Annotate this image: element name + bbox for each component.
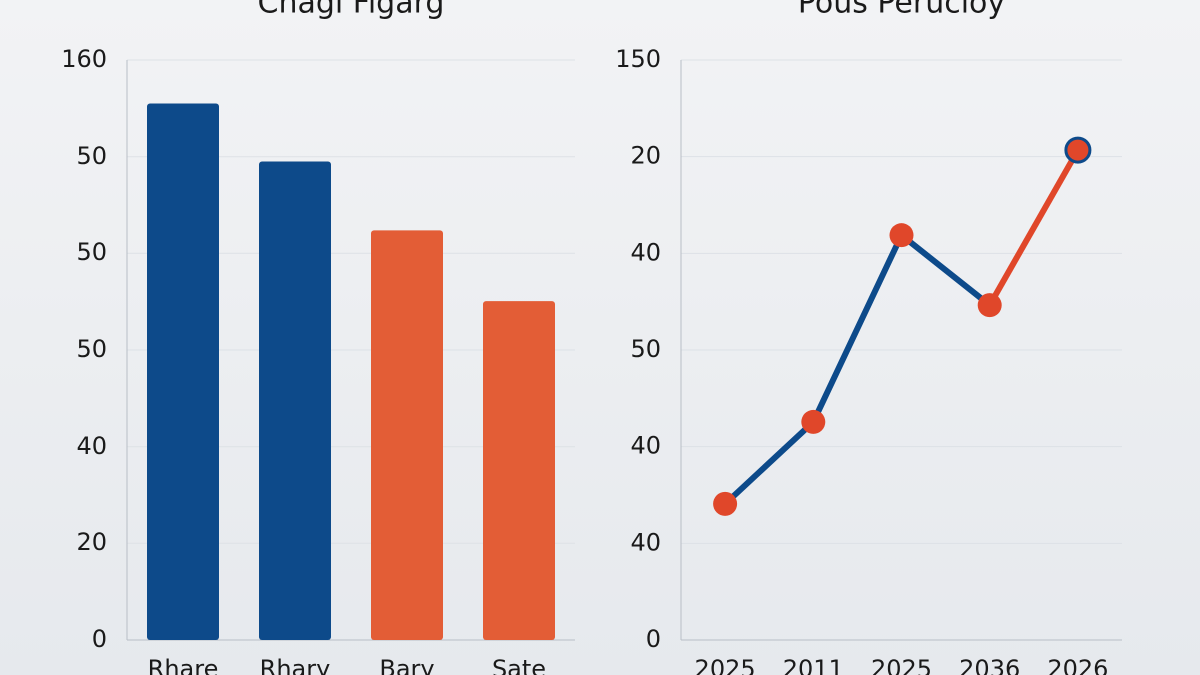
y-tick-label: 50: [76, 335, 107, 363]
chart-title: Pous Perucloy: [798, 0, 1005, 21]
bar: [259, 161, 331, 640]
y-tick-label: 50: [76, 142, 107, 170]
y-tick-label: 150: [615, 45, 661, 73]
y-tick-label: 50: [76, 238, 107, 266]
y-tick-label: 40: [630, 432, 661, 460]
bar: [147, 103, 219, 640]
line: [723, 232, 992, 507]
marker: [801, 409, 826, 434]
marker: [713, 491, 738, 516]
y-tick-label: 20: [630, 142, 661, 170]
bar: [371, 230, 443, 640]
line-segment: [987, 148, 1081, 307]
chart-title: Chagi Figarg: [258, 0, 445, 21]
y-tick-label: 0: [646, 625, 661, 653]
y-tick-label: 0: [92, 625, 107, 653]
x-tick-label: 2025: [695, 655, 756, 675]
x-tick-label: 2026: [1047, 655, 1108, 675]
marker: [977, 293, 1002, 318]
y-tick-label: 160: [61, 45, 107, 73]
marker: [889, 223, 914, 248]
marker: [1064, 136, 1092, 164]
x-tick-label: 2036: [959, 655, 1020, 675]
y-tick-label: 40: [630, 238, 661, 266]
x-tick-label: Rhary: [260, 655, 331, 675]
y-tick-label: 40: [630, 528, 661, 556]
x-tick-label: 2025: [871, 655, 932, 675]
y-tick-label: 20: [76, 528, 107, 556]
x-tick-label: Sate: [492, 655, 546, 675]
y-tick-label: 50: [630, 335, 661, 363]
y-tick-label: 40: [76, 432, 107, 460]
bar: [483, 301, 555, 640]
x-tick-label: 2011: [783, 655, 844, 675]
x-tick-label: Bary: [379, 655, 434, 675]
x-tick-label: Rhare: [148, 655, 219, 675]
